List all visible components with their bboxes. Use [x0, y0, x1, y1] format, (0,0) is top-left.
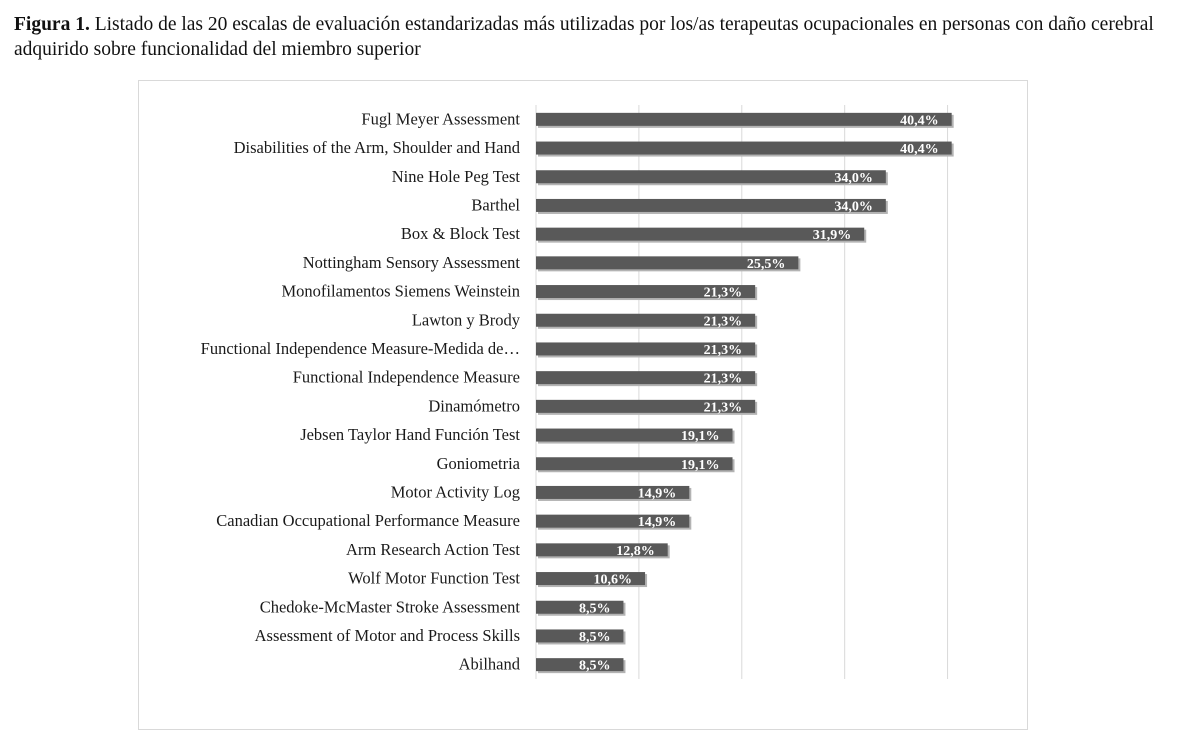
bar: [536, 629, 624, 643]
bar: [536, 256, 799, 270]
category-label: Chedoke-McMaster Stroke Assessment: [260, 597, 521, 616]
category-label: Nottingham Sensory Assessment: [303, 253, 521, 272]
data-label: 19,1%: [681, 429, 720, 444]
bar: [536, 112, 952, 126]
data-label: 40,4%: [900, 142, 939, 157]
data-label: 14,9%: [638, 486, 677, 501]
data-label: 25,5%: [747, 257, 786, 272]
bar: [536, 572, 646, 586]
gridlines: [535, 105, 949, 679]
bar-chart: Fugl Meyer Assessment Disabilities of the…: [201, 105, 954, 679]
bar: [536, 658, 624, 672]
category-label: Assessment of Motor and Process Skills: [255, 626, 520, 645]
bar: [536, 543, 668, 557]
category-label: Nine Hole Peg Test: [392, 167, 521, 186]
bar: [536, 457, 733, 471]
data-label: 12,8%: [616, 544, 655, 559]
data-label: 40,4%: [900, 113, 939, 128]
data-labels: 40,4% 40,4% 34,0% 34,0% 31,9% 25,5% 21,3% 21,3%…: [579, 113, 939, 673]
data-label: 8,5%: [579, 659, 611, 674]
data-label: 31,9%: [813, 228, 852, 243]
bar: [536, 428, 733, 442]
bar: [536, 342, 756, 356]
category-label: Dinamómetro: [428, 396, 520, 415]
data-label: 10,6%: [594, 573, 633, 588]
figure-caption-text: Listado de las 20 escalas de evaluación …: [14, 14, 1154, 60]
category-label: Fugl Meyer Assessment: [361, 109, 520, 128]
data-label: 8,5%: [579, 630, 611, 645]
category-label: Goniometria: [437, 454, 521, 473]
bar: [536, 485, 690, 499]
bar: [536, 227, 865, 241]
data-label: 21,3%: [704, 314, 743, 329]
data-label: 34,0%: [834, 199, 873, 214]
data-label: 19,1%: [681, 458, 720, 473]
bar: [536, 399, 756, 413]
chart-frame: Fugl Meyer Assessment Disabilities of the…: [138, 80, 1028, 730]
category-label: Monofilamentos Siemens Weinstein: [281, 282, 520, 301]
bar: [536, 141, 952, 155]
bar: [536, 371, 756, 385]
data-label: 21,3%: [704, 286, 743, 301]
category-label: Barthel: [471, 195, 520, 214]
data-label: 8,5%: [579, 601, 611, 616]
category-label: Lawton y Brody: [412, 310, 521, 329]
figure-label: Figura 1.: [14, 14, 90, 35]
category-label: Disabilities of the Arm, Shoulder and Ha…: [234, 138, 521, 157]
category-label: Functional Independence Measure-Medida d…: [201, 339, 520, 358]
bars: [536, 112, 954, 674]
data-label: 14,9%: [638, 515, 677, 530]
bar: [536, 285, 756, 299]
bar: [536, 600, 624, 614]
bar: [536, 170, 886, 184]
category-label: Functional Independence Measure: [293, 368, 520, 387]
bar: [536, 514, 690, 528]
bar: [536, 198, 886, 212]
data-label: 21,3%: [704, 343, 743, 358]
category-label: Box & Block Test: [401, 224, 521, 243]
data-label: 34,0%: [834, 171, 873, 186]
category-labels: Fugl Meyer Assessment Disabilities of the…: [201, 109, 521, 673]
bar: [536, 313, 756, 327]
category-label: Abilhand: [459, 655, 521, 674]
category-label: Motor Activity Log: [391, 482, 520, 501]
data-label: 21,3%: [704, 400, 743, 415]
data-label: 21,3%: [704, 372, 743, 387]
category-label: Wolf Motor Function Test: [348, 569, 520, 588]
category-label: Canadian Occupational Performance Measur…: [216, 511, 520, 530]
figure-caption: Figura 1. Listado de las 20 escalas de e…: [14, 12, 1184, 62]
category-label: Jebsen Taylor Hand Función Test: [300, 425, 520, 444]
category-label: Arm Research Action Test: [346, 540, 520, 559]
